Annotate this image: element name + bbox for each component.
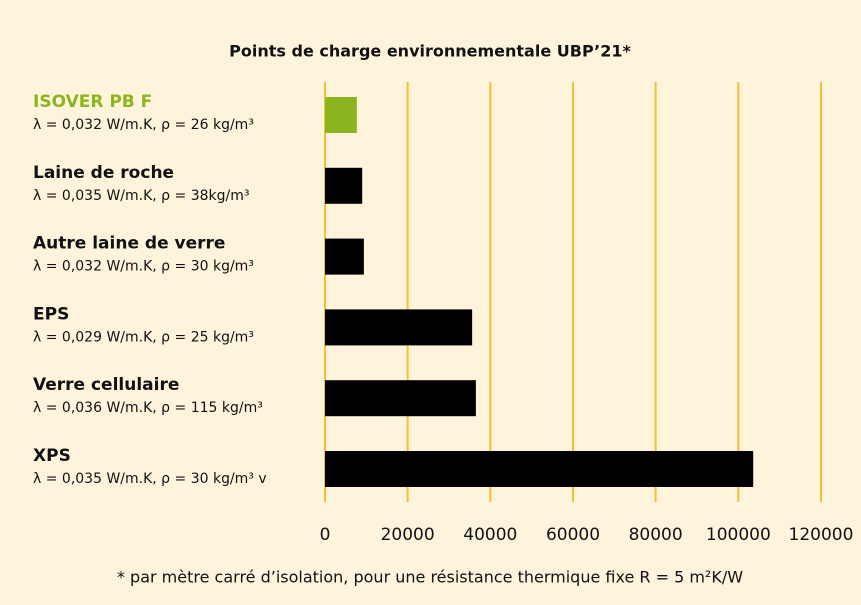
x-tick-label: 80000 <box>629 525 683 545</box>
category-detail: λ = 0,035 W/m.K, ρ = 30 kg/m³ v <box>33 471 267 487</box>
footnote: * par mètre carré d’isolation, pour une … <box>117 568 743 587</box>
category-detail: λ = 0,032 W/m.K, ρ = 30 kg/m³ <box>33 259 254 275</box>
chart-title: Points de charge environnementale UBP’21… <box>229 42 631 61</box>
category-label: XPS <box>33 446 71 466</box>
bar <box>325 309 473 346</box>
x-tick-label: 40000 <box>463 525 517 545</box>
category-detail: λ = 0,036 W/m.K, ρ = 115 kg/m³ <box>33 400 263 416</box>
category-label: Laine de roche <box>33 163 174 183</box>
category-label: Autre laine de verre <box>33 234 225 254</box>
x-tick-label: 60000 <box>546 525 600 545</box>
x-tick-label: 100000 <box>706 525 771 545</box>
category-label: ISOVER PB F <box>33 92 152 112</box>
bar <box>325 380 476 417</box>
bar <box>325 451 754 487</box>
bar <box>325 238 364 275</box>
x-tick-label: 0 <box>320 525 331 545</box>
category-detail: λ = 0,032 W/m.K, ρ = 26 kg/m³ <box>33 117 254 133</box>
category-label: Verre cellulaire <box>33 375 179 395</box>
category-detail: λ = 0,029 W/m.K, ρ = 25 kg/m³ <box>33 329 254 345</box>
category-detail: λ = 0,035 W/m.K, ρ = 38kg/m³ <box>33 188 249 204</box>
category-label: EPS <box>33 304 69 324</box>
x-tick-label: 120000 <box>789 525 854 545</box>
x-tick-label: 20000 <box>381 525 435 545</box>
bar <box>325 97 357 133</box>
bar <box>325 167 363 204</box>
